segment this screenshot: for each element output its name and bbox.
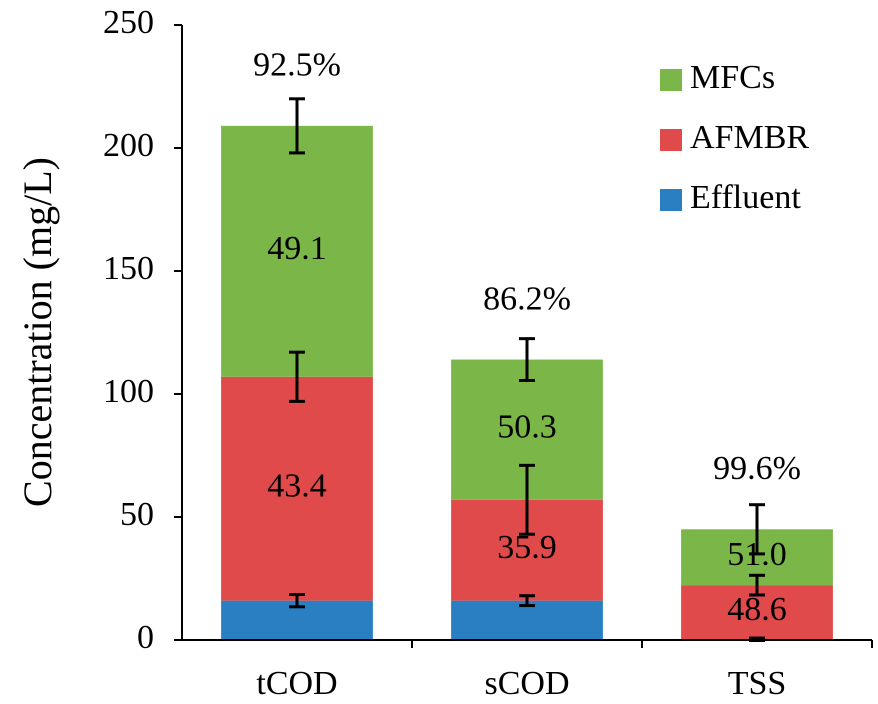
y-tick-label: 250	[103, 4, 154, 41]
segment-label: 49.1	[267, 230, 327, 267]
error-bar	[519, 594, 535, 608]
error-bar	[289, 592, 305, 609]
legend-swatch	[660, 129, 682, 151]
y-tick-label: 200	[103, 127, 154, 164]
y-tick-label: 0	[137, 619, 154, 656]
legend-swatch	[660, 69, 682, 91]
bar-segment	[221, 376, 373, 601]
legend-label: AFMBR	[690, 119, 809, 156]
total-label: 92.5%	[253, 47, 341, 84]
total-label: 86.2%	[483, 280, 571, 317]
bar-segment	[221, 125, 373, 377]
error-bar	[749, 503, 765, 556]
segment-label: 48.6	[727, 591, 787, 628]
error-bar	[289, 350, 305, 403]
x-tick-label: tCOD	[256, 665, 337, 702]
segment-label: 43.4	[267, 468, 327, 505]
legend-swatch	[660, 189, 682, 211]
error-bar	[289, 97, 305, 155]
y-tick-label: 150	[103, 250, 154, 287]
y-tick-label: 50	[120, 496, 154, 533]
legend-label: MFCs	[690, 59, 775, 96]
x-tick-label: TSS	[728, 665, 787, 702]
y-tick-label: 100	[103, 373, 154, 410]
x-tick-label: sCOD	[484, 665, 569, 702]
legend-label: Effluent	[690, 179, 801, 216]
y-axis-title: Concentration (mg/L)	[15, 157, 60, 507]
error-bar	[519, 337, 535, 382]
bar-segment	[451, 600, 603, 640]
segment-label: 50.3	[497, 408, 557, 445]
error-bar	[519, 463, 535, 536]
total-label: 99.6%	[713, 450, 801, 487]
error-bar	[749, 573, 765, 597]
